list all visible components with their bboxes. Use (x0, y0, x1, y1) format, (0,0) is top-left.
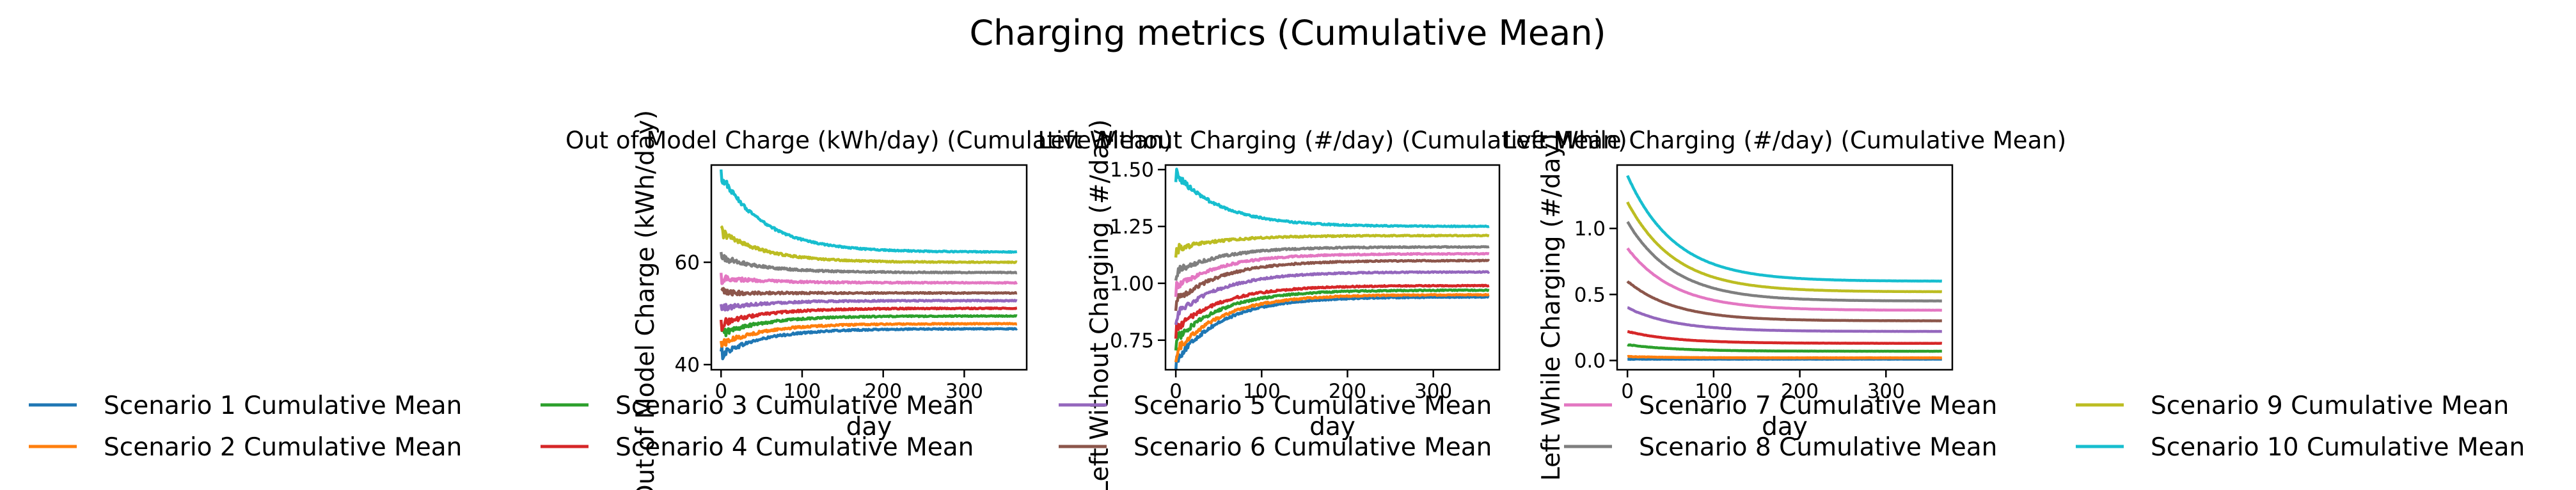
legend-item-2: Scenario 2 Cumulative Mean (29, 433, 462, 462)
legend-item-3: Scenario 3 Cumulative Mean (541, 391, 974, 420)
series-line-6 (720, 287, 1018, 297)
panel-title: Left While Charging (#/day) (Cumulative … (1503, 127, 2066, 154)
x-tick-label: 300 (945, 380, 983, 403)
series-line-3 (720, 314, 1018, 338)
series-line-3 (1627, 343, 1943, 353)
y-axis-label: Left While Charging (#/day) (1537, 133, 1566, 481)
y-tick-label: 1.25 (1110, 216, 1154, 239)
legend-item-5: Scenario 5 Cumulative Mean (1059, 391, 1492, 420)
series-line-1 (1174, 295, 1490, 370)
legend-label: Scenario 6 Cumulative Mean (1134, 433, 1492, 462)
plot-frame (1164, 164, 1501, 371)
series-line-1 (719, 327, 1018, 361)
series-line-10 (719, 169, 1018, 254)
x-tick-label: 300 (1414, 380, 1452, 403)
series-line-4 (719, 306, 1018, 332)
series-lines (1174, 168, 1490, 370)
series-line-8 (1174, 245, 1490, 281)
x-axis-label: day (846, 413, 892, 441)
y-tick-label: 0.0 (1574, 350, 1606, 373)
y-tick-label: 1.0 (1574, 217, 1606, 241)
series-line-10 (1626, 175, 1943, 283)
x-tick-label: 200 (1781, 380, 1819, 403)
x-tick-label: 200 (1329, 380, 1366, 403)
x-tick-label: 0 (1621, 380, 1634, 403)
x-tick-label: 0 (1169, 380, 1182, 403)
legend-label: Scenario 3 Cumulative Mean (615, 391, 974, 420)
y-axis-label: Out of Model Charge (kWh/day) (631, 110, 660, 490)
chart-panel-3: 0 100 200 300 0.0 0.5 1.0 Left While Charging (… (1503, 127, 2066, 481)
series-line-8 (1626, 221, 1943, 303)
series-line-7 (719, 273, 1018, 285)
y-tick-label: 1.50 (1110, 159, 1154, 182)
legend-item-8: Scenario 8 Cumulative Mean (1564, 433, 1997, 462)
series-line-2 (1174, 292, 1490, 363)
series-line-7 (1174, 251, 1490, 297)
legend-item-10: Scenario 10 Cumulative Mean (2076, 433, 2525, 462)
series-line-9 (720, 225, 1018, 264)
series-line-5 (719, 299, 1018, 312)
legend-label: Scenario 8 Cumulative Mean (1639, 433, 1997, 462)
figure-title: Charging metrics (Cumulative Mean) (969, 13, 1606, 53)
legend-label: Scenario 4 Cumulative Mean (615, 433, 974, 462)
series-line-9 (1626, 201, 1943, 294)
series-line-4 (1174, 283, 1490, 339)
series-line-2 (719, 322, 1018, 348)
legend-label: Scenario 1 Cumulative Mean (104, 391, 462, 420)
y-tick-label: 60 (675, 251, 700, 274)
x-tick-label: 100 (1243, 380, 1281, 403)
series-line-8 (719, 251, 1018, 274)
series-line-2 (1627, 354, 1943, 360)
series-lines (1626, 175, 1943, 361)
x-tick-label: 0 (715, 380, 727, 403)
plot-frame (710, 164, 1028, 371)
x-tick-label: 100 (783, 380, 821, 403)
series-line-5 (1174, 270, 1490, 326)
x-axis-label: day (1309, 413, 1355, 441)
series-line-4 (1627, 330, 1943, 345)
panel-title: Left Without Charging (#/day) (Cumulativ… (1038, 127, 1627, 154)
series-line-7 (1626, 247, 1943, 312)
legend-label: Scenario 7 Cumulative Mean (1639, 391, 1997, 420)
y-tick-label: 1.00 (1110, 273, 1154, 296)
series-line-6 (1174, 258, 1490, 312)
panel-title: Out of Model Charge (kWh/day) (Cumulativ… (565, 127, 1173, 154)
x-tick-label: 100 (1695, 380, 1732, 403)
legend-label: Scenario 9 Cumulative Mean (2151, 391, 2509, 420)
legend: Scenario 1 Cumulative Mean Scenario 2 Cum… (29, 391, 2525, 462)
chart-panels: 0 100 200 300 40 60 Out of Model Charge (kWh/d… (565, 110, 2066, 490)
series-line-10 (1174, 168, 1490, 228)
legend-label: Scenario 10 Cumulative Mean (2151, 433, 2525, 462)
legend-item-4: Scenario 4 Cumulative Mean (541, 433, 974, 462)
x-axis-label: day (1762, 413, 1808, 441)
chart-panel-1: 0 100 200 300 40 60 Out of Model Charge (kWh/d… (565, 110, 1173, 490)
y-tick-label: 0.75 (1110, 329, 1154, 352)
legend-item-7: Scenario 7 Cumulative Mean (1564, 391, 1997, 420)
series-line-5 (1627, 306, 1943, 333)
legend-item-6: Scenario 6 Cumulative Mean (1059, 433, 1492, 462)
series-line-3 (1174, 288, 1490, 351)
legend-item-1: Scenario 1 Cumulative Mean (29, 391, 462, 420)
y-axis-label: Left Without Charging (#/day) (1086, 119, 1114, 490)
series-line-9 (1174, 233, 1490, 258)
y-tick-label: 40 (675, 354, 700, 377)
legend-item-9: Scenario 9 Cumulative Mean (2076, 391, 2509, 420)
legend-label: Scenario 2 Cumulative Mean (104, 433, 462, 462)
y-tick-label: 0.5 (1574, 283, 1606, 306)
x-tick-label: 300 (1867, 380, 1905, 403)
legend-label: Scenario 5 Cumulative Mean (1134, 391, 1492, 420)
series-lines (719, 169, 1018, 361)
series-line-6 (1626, 280, 1943, 322)
x-tick-label: 200 (864, 380, 902, 403)
plot-frame (1616, 164, 1954, 371)
